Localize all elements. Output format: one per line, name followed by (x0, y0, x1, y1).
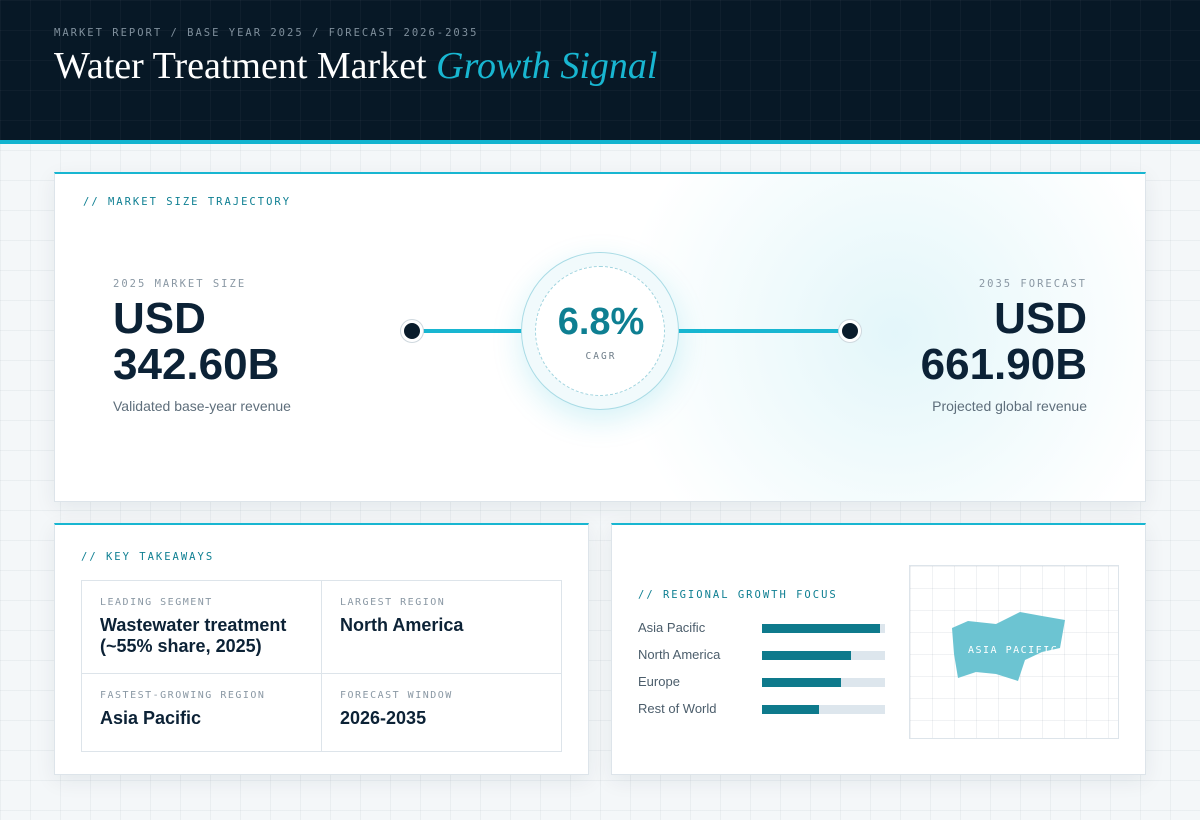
takeaway-leading-segment: LEADING SEGMENT Wastewater treatment (~5… (82, 581, 322, 674)
map-region-label: ASIA PACIFIC (968, 645, 1059, 656)
bar-fill (762, 678, 841, 687)
cagr-label: CAGR (585, 351, 617, 362)
end-currency: USD (994, 294, 1087, 343)
bar-category-label: Asia Pacific (638, 620, 706, 635)
start-currency: USD (113, 294, 206, 343)
title-main: Water Treatment Market (54, 45, 437, 87)
takeaway-value: Wastewater treatment (~55% share, 2025) (100, 615, 287, 656)
bar-track (762, 705, 885, 714)
takeaway-value: North America (340, 615, 464, 635)
bar-row: Rest of World (638, 701, 888, 717)
title-accent: Growth Signal (436, 45, 658, 87)
market-size-trajectory-card: // MARKET SIZE TRAJECTORY 2025 MARKET SI… (54, 172, 1146, 502)
bar-fill (762, 624, 880, 633)
bar-track (762, 651, 885, 660)
takeaway-label: FORECAST WINDOW (340, 690, 453, 701)
takeaway-label: LARGEST REGION (340, 597, 446, 608)
takeaway-forecast-window: FORECAST WINDOW 2026-2035 (322, 674, 562, 751)
trajectory-card-label: // MARKET SIZE TRAJECTORY (83, 196, 292, 208)
bar-fill (762, 651, 851, 660)
takeaways-card-label: // KEY TAKEAWAYS (81, 551, 215, 563)
end-metric: 2035 FORECAST USD 661.90B Projected globa… (921, 278, 1087, 414)
bar-category-label: Rest of World (638, 701, 717, 716)
end-amount: 661.90B (920, 340, 1087, 389)
start-metric-label: 2025 MARKET SIZE (113, 278, 247, 290)
start-metric: 2025 MARKET SIZE USD 342.60B Validated ba… (113, 278, 291, 414)
end-metric-label: 2035 FORECAST (978, 278, 1087, 290)
takeaways-grid: LEADING SEGMENT Wastewater treatment (~5… (81, 580, 562, 752)
bar-category-label: North America (638, 647, 721, 662)
takeaway-value: 2026-2035 (340, 708, 427, 728)
cagr-badge: 6.8% CAGR (521, 252, 679, 410)
cagr-value: 6.8% (557, 301, 645, 343)
start-metric-subtitle: Validated base-year revenue (113, 398, 291, 414)
end-metric-value: USD 661.90B (921, 296, 1087, 388)
bar-row: Europe (638, 674, 888, 690)
bar-category-label: Europe (638, 674, 680, 689)
regional-card-label: // REGIONAL GROWTH FOCUS (638, 589, 838, 601)
breadcrumb: MARKET REPORT / BASE YEAR 2025 / FORECAS… (54, 27, 479, 39)
takeaway-value: Asia Pacific (100, 708, 202, 728)
region-map: ASIA PACIFIC (909, 565, 1119, 739)
cagr-inner-ring: 6.8% CAGR (535, 266, 665, 396)
takeaway-label: LEADING SEGMENT (100, 597, 213, 608)
trajectory-end-dot (839, 320, 861, 342)
report-header: MARKET REPORT / BASE YEAR 2025 / FORECAS… (0, 0, 1200, 144)
key-takeaways-card: // KEY TAKEAWAYS LEADING SEGMENT Wastewa… (54, 523, 589, 775)
bar-row: Asia Pacific (638, 620, 888, 636)
start-metric-value: USD 342.60B (113, 296, 291, 388)
trajectory-start-dot (401, 320, 423, 342)
bar-track (762, 678, 885, 687)
takeaway-fastest-growing-region: FASTEST-GROWING REGION Asia Pacific (82, 674, 322, 751)
takeaway-label: FASTEST-GROWING REGION (100, 690, 266, 701)
page-title: Water Treatment Market Growth Signal (54, 44, 657, 88)
background-glow (615, 174, 1145, 501)
takeaway-largest-region: LARGEST REGION North America (322, 581, 562, 674)
bar-fill (762, 705, 819, 714)
asia-pacific-map-shape (952, 612, 1065, 681)
regional-growth-card: // REGIONAL GROWTH FOCUS Asia Pacific Nor… (611, 523, 1146, 775)
start-amount: 342.60B (113, 340, 280, 389)
bar-track (762, 624, 885, 633)
end-metric-subtitle: Projected global revenue (932, 398, 1087, 414)
bar-row: North America (638, 647, 888, 663)
